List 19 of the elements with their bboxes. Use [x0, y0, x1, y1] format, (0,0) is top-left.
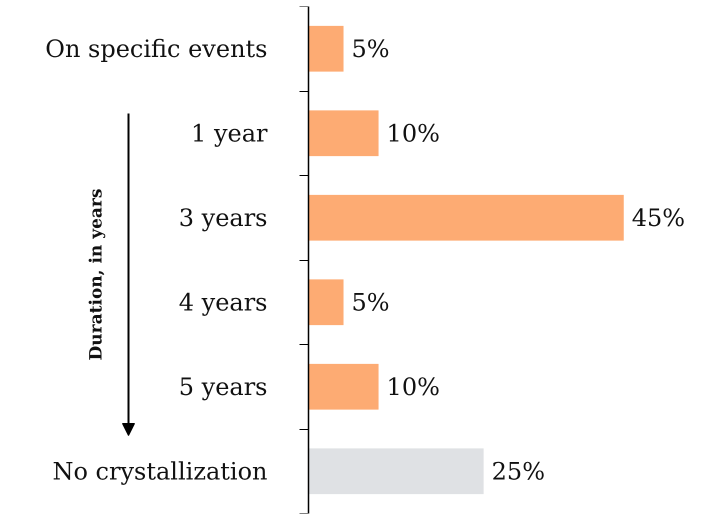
y-tick-label: On specific events: [45, 34, 268, 63]
y-tick-label: 1 year: [191, 119, 268, 148]
text: Duration, in years: [86, 188, 106, 360]
y-tick-label: 4 years: [178, 288, 268, 316]
bar: [308, 279, 344, 326]
bar: [308, 26, 344, 72]
data-label: 25%: [492, 457, 545, 486]
data-label: 10%: [386, 119, 440, 148]
y-tick-label: No crystallization: [52, 457, 268, 486]
data-label: 10%: [386, 372, 440, 401]
bar: [308, 448, 484, 494]
data-label: 45%: [632, 204, 686, 232]
bar: [308, 364, 379, 410]
bar: [308, 110, 379, 156]
y-tick-label: 5 years: [178, 372, 268, 401]
y-tick-label: 3 years: [178, 204, 268, 232]
data-label: 5%: [352, 288, 390, 316]
bar: [308, 194, 624, 241]
data-label: 5%: [352, 34, 390, 63]
